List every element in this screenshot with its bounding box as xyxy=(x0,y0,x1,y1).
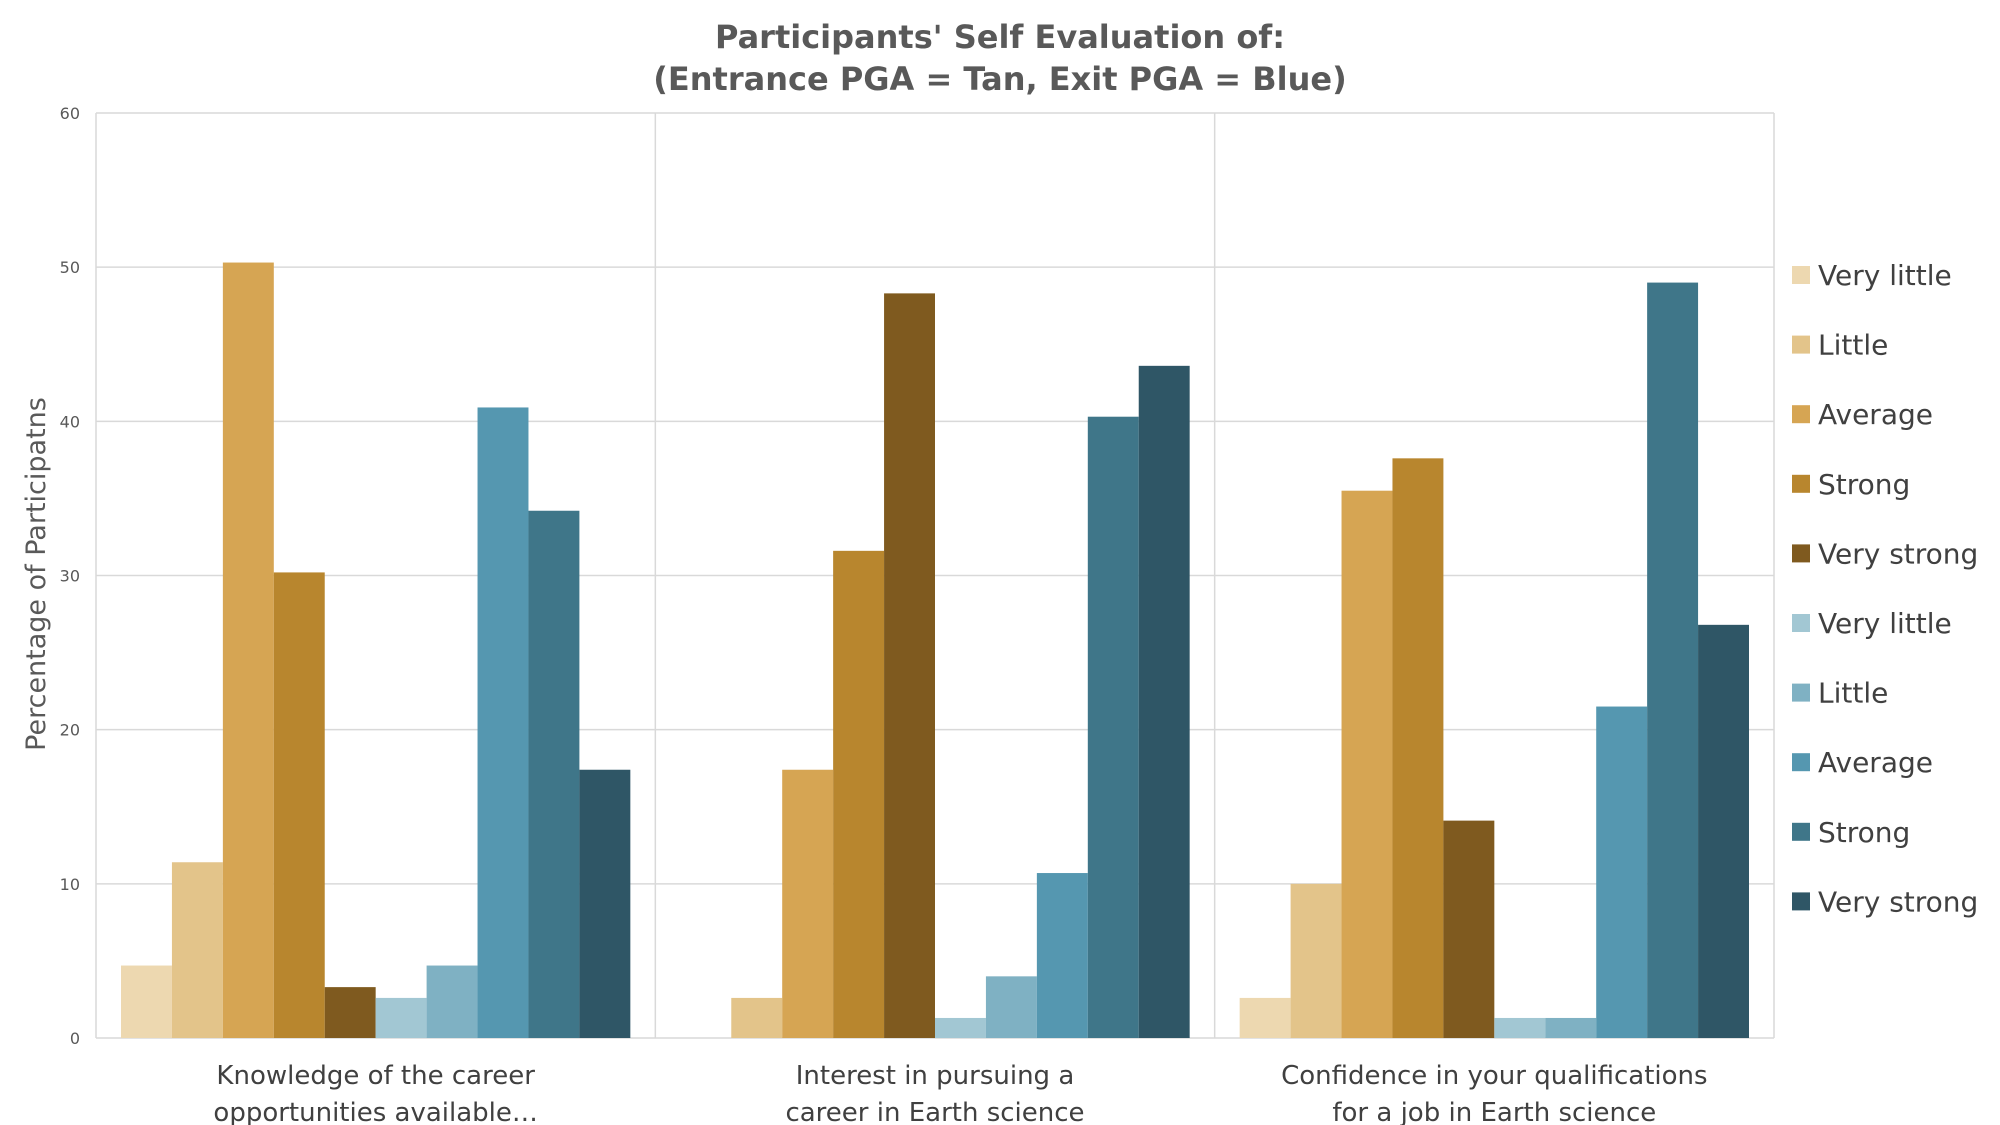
bar xyxy=(171,862,223,1038)
bar xyxy=(935,1017,986,1038)
x-category-label: for a job in Earth science xyxy=(1332,1098,1656,1125)
legend-label: Very strong xyxy=(1818,885,1978,918)
bar xyxy=(1087,416,1139,1038)
legend-label: Strong xyxy=(1818,816,1910,849)
bar xyxy=(1443,820,1495,1038)
y-axis-label: Percentage of Participatns xyxy=(21,397,52,751)
legend-swatch xyxy=(1792,266,1810,284)
y-tick-label: 0 xyxy=(70,1029,80,1048)
y-tick-label: 10 xyxy=(60,875,80,894)
bar xyxy=(375,997,427,1038)
legend-label: Very little xyxy=(1818,607,1952,640)
bar xyxy=(1036,873,1088,1038)
y-tick-label: 30 xyxy=(60,567,80,586)
legend: Very little Little Average Strong Very stron… xyxy=(1792,259,1978,918)
bar xyxy=(477,407,529,1038)
legend-label: Strong xyxy=(1818,468,1910,501)
legend-swatch xyxy=(1792,405,1810,424)
legend-swatch xyxy=(1792,335,1810,354)
bar xyxy=(1341,490,1393,1038)
legend-label: Very strong xyxy=(1818,537,1978,570)
x-category-label: career in Earth science xyxy=(785,1098,1084,1125)
y-tick-label: 20 xyxy=(60,721,80,740)
bar xyxy=(528,510,580,1038)
bar xyxy=(1290,883,1342,1038)
legend-swatch xyxy=(1792,822,1810,841)
x-category-label: Knowledge of the career xyxy=(216,1061,535,1091)
bar xyxy=(579,769,631,1038)
legend-label: Very little xyxy=(1818,259,1952,292)
bar xyxy=(833,550,885,1038)
legend-swatch xyxy=(1792,892,1810,911)
bar xyxy=(1647,282,1699,1038)
chart-title-line-1: Participants' Self Evaluation of: xyxy=(715,18,1285,56)
legend-label: Little xyxy=(1818,329,1888,362)
y-tick-label: 60 xyxy=(60,104,80,123)
legend-swatch xyxy=(1792,474,1810,493)
x-category-label: Interest in pursuing a xyxy=(796,1061,1075,1091)
y-tick-label: 50 xyxy=(60,258,80,277)
bar xyxy=(222,262,274,1039)
bar xyxy=(121,965,172,1038)
bars xyxy=(121,262,1749,1039)
legend-swatch xyxy=(1792,544,1810,563)
bar xyxy=(1545,1017,1597,1038)
bar xyxy=(426,965,478,1038)
legend-swatch xyxy=(1792,753,1810,772)
x-category-label: Confidence in your qualifications xyxy=(1281,1061,1707,1091)
bar xyxy=(1596,706,1648,1038)
y-tick-label: 40 xyxy=(60,412,80,431)
bar xyxy=(1494,1017,1546,1038)
legend-swatch xyxy=(1792,614,1810,632)
bar xyxy=(782,769,834,1038)
bar xyxy=(1239,997,1291,1038)
legend-label: Average xyxy=(1818,398,1933,431)
bar xyxy=(273,572,325,1038)
bar xyxy=(1698,624,1749,1038)
bar xyxy=(324,987,376,1038)
bar xyxy=(731,997,783,1038)
legend-label: Little xyxy=(1818,677,1888,710)
bar xyxy=(985,976,1037,1038)
bar xyxy=(884,293,935,1038)
chart-title-line-2: (Entrance PGA = Tan, Exit PGA = Blue) xyxy=(653,60,1346,98)
legend-swatch xyxy=(1792,683,1810,702)
legend-label: Average xyxy=(1818,746,1933,779)
x-category-label: opportunities available… xyxy=(213,1098,537,1125)
bar xyxy=(1138,365,1190,1038)
x-category-labels: Knowledge of the career opportunities ava… xyxy=(213,1061,1707,1125)
bar xyxy=(1392,458,1444,1038)
